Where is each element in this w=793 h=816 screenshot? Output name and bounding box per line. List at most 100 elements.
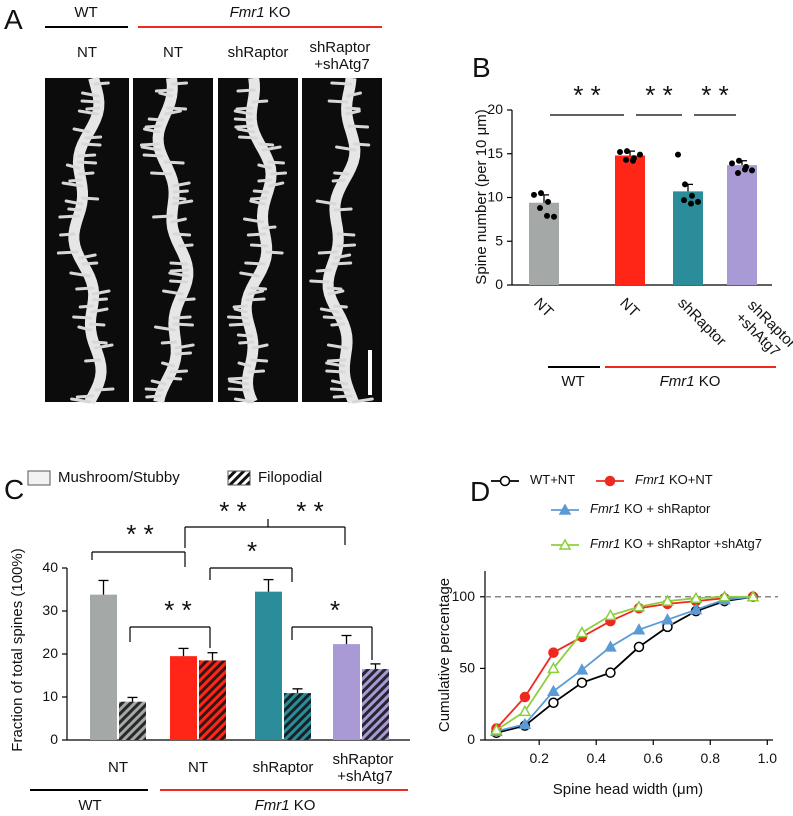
spine [239, 271, 260, 278]
panel-label: D [470, 476, 490, 507]
x-tick-label: NT [188, 759, 208, 776]
spine [81, 261, 99, 266]
spine [336, 243, 357, 248]
spine [61, 181, 84, 188]
spine [172, 232, 192, 237]
x-tick-label: 0.4 [586, 750, 606, 766]
panel-label: B [472, 52, 491, 83]
y-axis-label: Cumulative percentage [436, 578, 453, 732]
significance: * * [126, 519, 153, 549]
spine [257, 178, 273, 183]
significance: * * [164, 595, 191, 625]
x-tick-label: shRaptor +shAtg7 [732, 297, 793, 367]
marker [661, 613, 674, 625]
spine [326, 343, 349, 350]
spine [233, 397, 254, 404]
spine [59, 232, 76, 237]
spine [330, 379, 349, 386]
spine [75, 394, 95, 399]
marker [746, 590, 760, 602]
spine [145, 394, 162, 399]
spine [336, 232, 356, 237]
spine [178, 297, 196, 302]
significance: * * [219, 496, 246, 526]
spine [245, 297, 266, 302]
spine [329, 387, 351, 392]
data-point [742, 166, 748, 173]
y-tick-label: 20 [487, 101, 503, 117]
x-tick-label: NT [616, 295, 642, 321]
spine [322, 315, 343, 320]
panel-label: A [4, 4, 23, 35]
bar [727, 165, 757, 285]
legend-marker [499, 475, 511, 487]
spine [265, 250, 284, 255]
spine [172, 189, 189, 194]
spine [236, 127, 256, 134]
spine [72, 127, 91, 134]
significance: * [247, 536, 257, 566]
spine [330, 322, 346, 327]
spine [139, 142, 160, 147]
significance: * * [573, 80, 600, 110]
spine [233, 109, 253, 116]
spine [152, 214, 174, 219]
spine [67, 207, 82, 212]
spine [333, 171, 350, 176]
data-point [675, 151, 681, 158]
y-tick-label: 40 [42, 559, 58, 575]
spine [160, 340, 178, 345]
spine [92, 289, 111, 296]
data-point [736, 157, 742, 164]
marker [632, 623, 646, 635]
spine [332, 304, 348, 309]
data-point [729, 160, 735, 167]
panel-label: C [4, 474, 24, 505]
y-tick-label: 20 [42, 645, 58, 661]
bar [615, 155, 645, 285]
y-tick-label: 0 [495, 276, 503, 292]
spine [77, 153, 97, 158]
bar [90, 594, 117, 740]
spine [81, 91, 100, 98]
spine [94, 343, 114, 350]
spine [315, 268, 333, 273]
data-point [735, 170, 741, 176]
bar [170, 656, 197, 740]
marker [518, 704, 532, 717]
data-point [688, 200, 694, 207]
spine [227, 387, 250, 392]
bar [333, 644, 360, 740]
x-tick-label: 1.0 [758, 750, 778, 766]
spine [169, 369, 189, 374]
spine [326, 286, 343, 291]
spine [80, 196, 100, 201]
spine [90, 307, 109, 314]
spine [345, 109, 361, 116]
spine [234, 124, 254, 129]
spine [333, 253, 352, 260]
data-point [689, 192, 695, 199]
legend-label: Mushroom/Stubby [58, 469, 180, 486]
marker [605, 667, 616, 678]
x-tick-label: 0.8 [701, 750, 721, 766]
spine [238, 135, 259, 140]
spine [233, 117, 253, 122]
spine [150, 379, 167, 386]
spine [345, 106, 361, 111]
legend-swatch [227, 470, 251, 486]
spine [144, 124, 163, 129]
legend-label: Filopodial [258, 469, 322, 486]
spine [267, 160, 285, 165]
data-point [531, 191, 537, 198]
significance: * * [701, 80, 728, 110]
x-tick-label: NT [530, 295, 556, 321]
spine [76, 160, 98, 165]
spine [251, 99, 269, 104]
spine [169, 261, 189, 266]
marker [576, 677, 588, 688]
bar-hatch [199, 660, 226, 740]
y-tick-label: 0 [50, 731, 58, 747]
y-tick-label: 50 [459, 659, 475, 675]
bar-hatch [362, 669, 389, 740]
